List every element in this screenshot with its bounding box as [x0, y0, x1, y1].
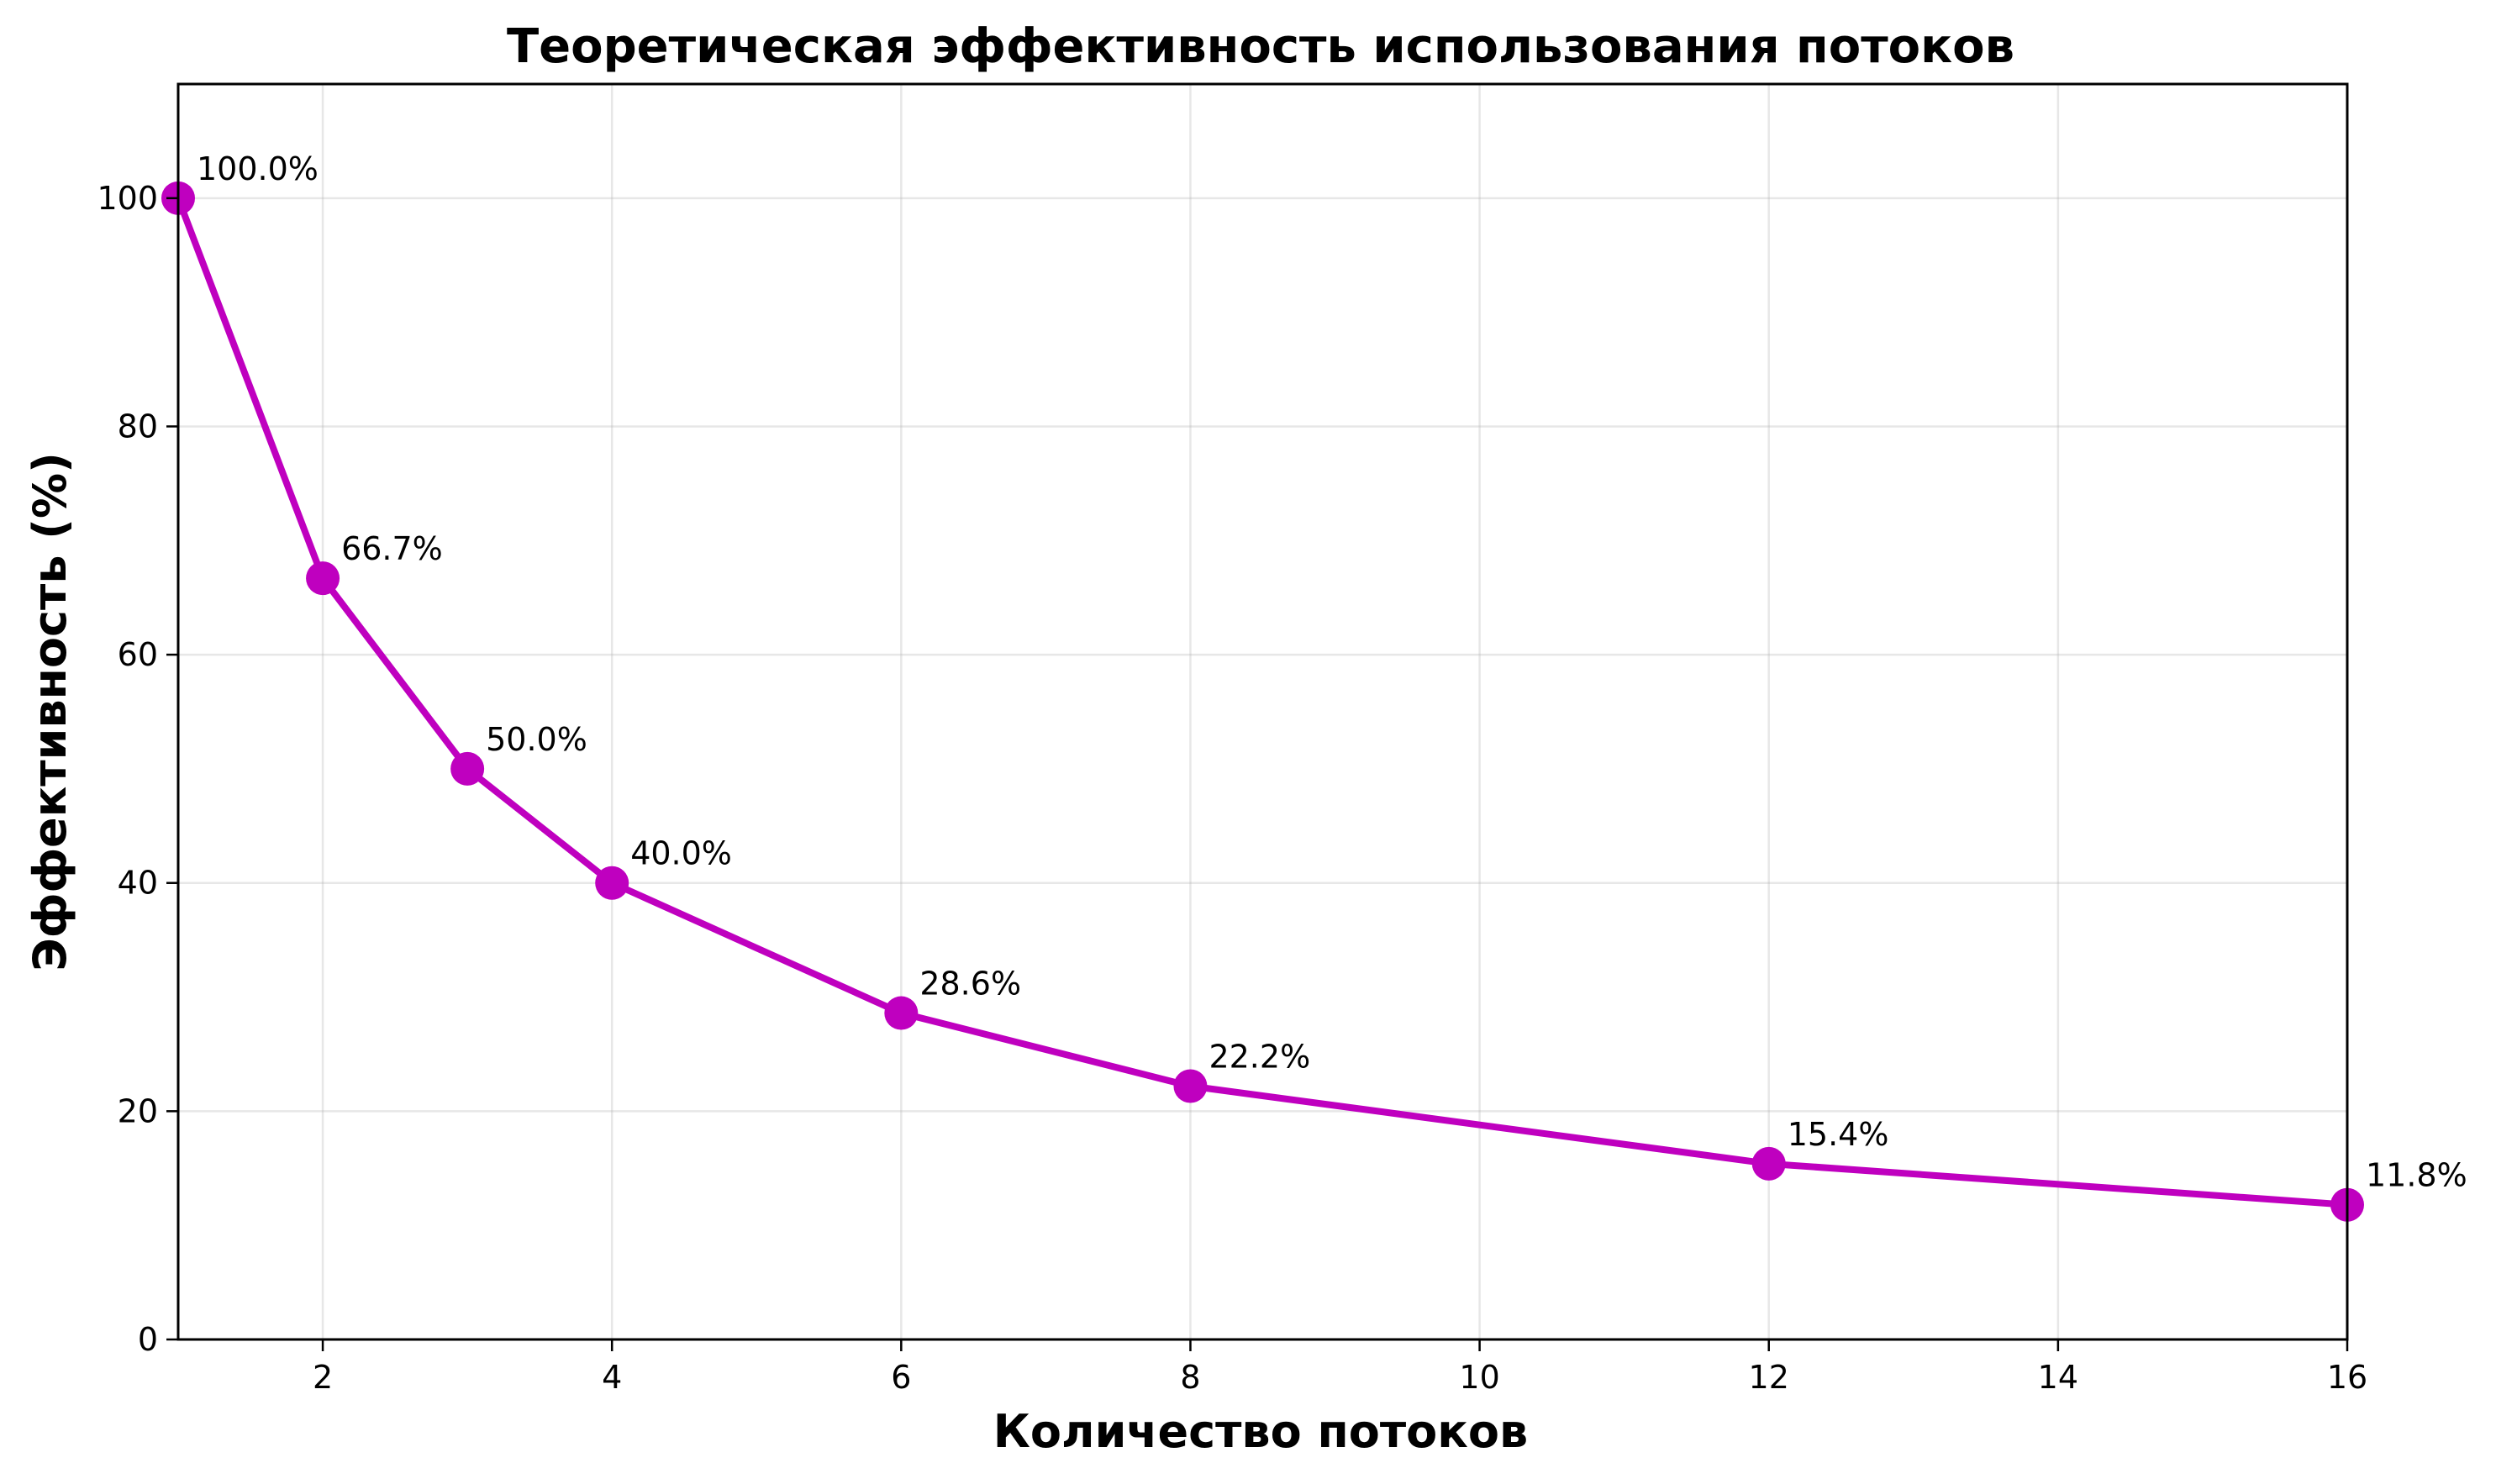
x-tick-label: 8	[1180, 1359, 1200, 1396]
grid-lines	[178, 84, 2349, 1341]
data-label: 40.0%	[630, 835, 732, 872]
data-label: 100.0%	[197, 150, 319, 187]
x-tick-label: 16	[2327, 1359, 2367, 1396]
y-tick-label: 20	[118, 1092, 158, 1129]
x-tick-label: 14	[2038, 1359, 2078, 1396]
data-labels: 100.0% 66.7% 50.0% 40.0% 28.6% 22.2% 15.4% 11.8…	[197, 150, 2467, 1194]
x-axis-ticks: 2 4 6 8 10 12 14 16	[313, 1339, 2367, 1396]
x-tick-label: 10	[1459, 1359, 1499, 1396]
data-point	[595, 866, 629, 900]
y-axis-label: Эффективность (%)	[24, 452, 76, 971]
data-label: 66.7%	[341, 530, 443, 567]
y-tick-label: 0	[138, 1321, 158, 1358]
y-tick-label: 80	[118, 408, 158, 445]
data-series	[161, 181, 2364, 1222]
y-tick-label: 40	[118, 865, 158, 902]
x-tick-label: 6	[891, 1359, 911, 1396]
data-label: 22.2%	[1209, 1038, 1310, 1075]
y-tick-label: 60	[118, 636, 158, 673]
x-tick-label: 12	[1749, 1359, 1789, 1396]
x-axis-label: Количество потоков	[993, 1405, 1528, 1458]
data-label: 15.4%	[1788, 1116, 1889, 1153]
data-label: 50.0%	[486, 721, 587, 758]
series-line	[175, 194, 2351, 1208]
x-tick-label: 2	[313, 1359, 333, 1396]
y-axis-ticks: 0 20 40 60 80 100	[97, 180, 178, 1358]
x-tick-label: 4	[602, 1359, 622, 1396]
data-point	[884, 996, 919, 1030]
chart-title: Теоретическая эффективность использовани…	[507, 19, 2014, 74]
data-point	[306, 561, 340, 596]
data-point	[1751, 1146, 1786, 1181]
plot-area-frame	[176, 82, 2349, 1341]
data-point	[1173, 1069, 1208, 1103]
data-label: 11.8%	[2366, 1157, 2467, 1194]
data-label: 28.6%	[919, 966, 1021, 1002]
y-tick-label: 100	[97, 180, 158, 217]
data-point	[450, 751, 485, 786]
